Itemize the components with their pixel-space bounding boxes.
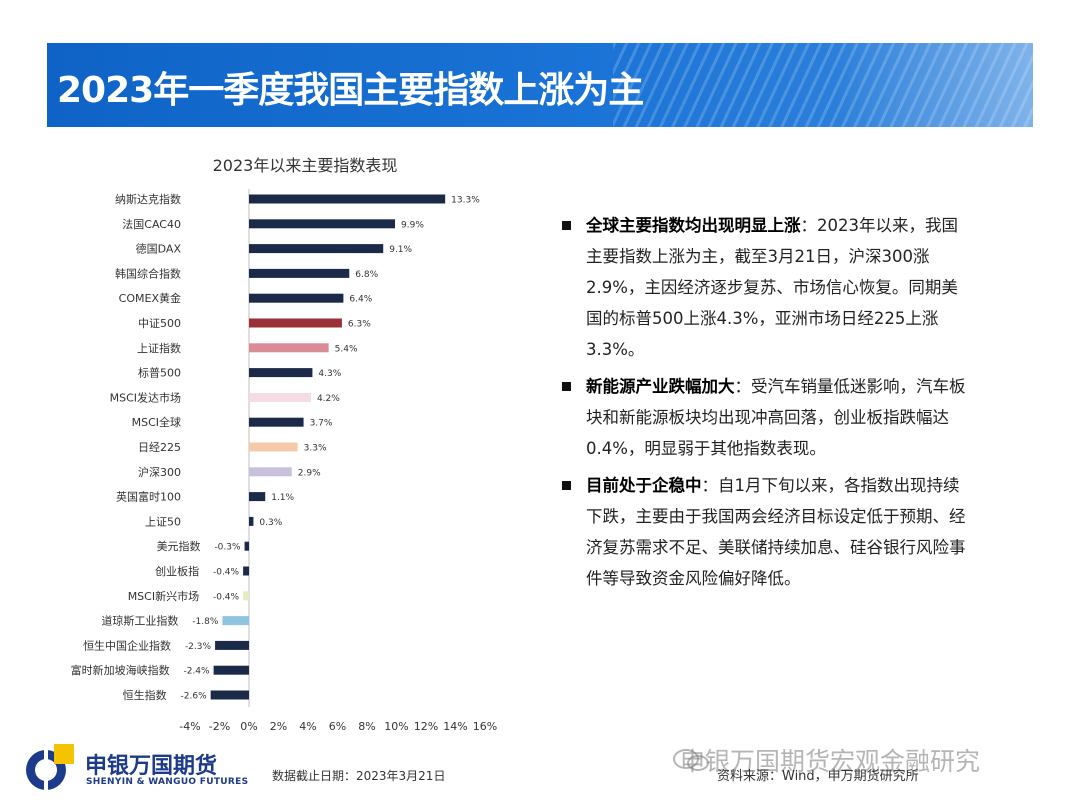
x-tick-label: 0% (240, 720, 257, 733)
data-label: 3.3% (304, 444, 327, 454)
bullet-heading: 全球主要指数均出现明显上涨 (586, 216, 801, 235)
x-tick-label: 2% (270, 720, 287, 733)
data-label: 4.3% (318, 369, 341, 379)
bar (222, 616, 249, 626)
x-tick-label: 8% (358, 720, 375, 733)
bar (249, 442, 298, 452)
data-label: -2.3% (185, 642, 212, 652)
category-label: 上证50 (145, 515, 181, 528)
bullet-heading: 目前处于企稳中 (586, 476, 702, 495)
bullet-item: 新能源产业跌幅加大：受汽车销量低迷影响，汽车板块和新能源板块均出现冲高回落，创业… (560, 371, 970, 464)
company-logo-icon (26, 744, 74, 792)
data-label: 13.3% (451, 196, 480, 206)
x-tick-label: 14% (443, 720, 467, 733)
data-label: 4.2% (317, 394, 340, 404)
bar (213, 665, 249, 675)
category-label: MSCI新兴市场 (128, 589, 199, 603)
bar (249, 467, 292, 477)
data-label: -1.8% (192, 617, 219, 627)
bar (249, 368, 313, 378)
chart-title: 2023年以来主要指数表现 (212, 156, 398, 175)
category-label: COMEX黄金 (119, 291, 181, 305)
data-label: 5.4% (335, 344, 358, 354)
category-label: MSCI全球 (132, 415, 181, 429)
category-label: 德国DAX (136, 242, 182, 256)
watermark: 申银万国期货宏观金融研究 (680, 747, 981, 776)
bar (243, 591, 249, 601)
data-label: 6.8% (355, 270, 378, 280)
category-label: MSCI发达市场 (110, 390, 181, 404)
category-label: 道琼斯工业指数 (101, 614, 178, 628)
category-label: 韩国综合指数 (115, 266, 181, 280)
category-label: 沪深300 (138, 465, 181, 479)
category-label: 法国CAC40 (122, 217, 181, 231)
category-label: 创业板指 (155, 564, 199, 578)
bar (215, 640, 249, 650)
bar (249, 392, 311, 402)
data-label: -0.3% (214, 543, 241, 553)
category-label: 英国富时100 (116, 490, 181, 504)
bullet-item: 全球主要指数均出现明显上涨：2023年以来，我国主要指数上涨为主，截至3月21日… (560, 210, 970, 365)
bar (249, 293, 344, 303)
x-tick-label: 4% (299, 720, 316, 733)
bar (243, 566, 249, 576)
bar (249, 194, 446, 204)
bullet-square-icon (562, 382, 571, 391)
company-logo-english: SHENYIN & WANGUO FUTURES (86, 777, 249, 787)
bar (249, 343, 329, 353)
x-tick-label: -2% (209, 720, 230, 733)
x-tick-label: -4% (179, 720, 200, 733)
bullet-text: ：受汽车销量低迷影响，汽车板块和新能源板块均出现冲高回落，创业板指跌幅达0.4%… (586, 377, 966, 458)
data-label: -2.6% (181, 692, 208, 702)
data-label: 1.1% (271, 493, 294, 503)
title-decoration (613, 43, 1033, 127)
bullet-text: ：2023年以来，我国主要指数上涨为主，截至3月21日，沪深300涨2.9%，主… (586, 216, 958, 359)
category-label: 中证500 (138, 317, 181, 330)
category-label: 恒生指数 (123, 688, 167, 702)
data-label: 9.9% (401, 220, 424, 230)
x-tick-label: 6% (329, 720, 346, 733)
x-tick-label: 16% (473, 720, 497, 733)
company-logo-text: 申银万国期货 (85, 754, 218, 779)
bullet-square-icon (562, 481, 571, 490)
data-label: 6.4% (349, 295, 372, 305)
data-label: 3.7% (310, 419, 333, 429)
bar (249, 318, 342, 328)
wechat-icon (673, 749, 709, 771)
data-label: -2.4% (183, 667, 210, 677)
category-label: 美元指数 (157, 539, 201, 553)
bar (249, 516, 254, 526)
data-cutoff-date: 数据截止日期：2023年3月21日 (272, 769, 446, 783)
category-label: 富时新加坡海峡指数 (71, 663, 170, 677)
bar (249, 268, 350, 278)
data-label: -0.4% (213, 568, 240, 578)
bar (249, 244, 384, 254)
bullet-item: 目前处于企稳中：自1月下旬以来，各指数出现持续下跌，主要由于我国两会经济目标设定… (560, 470, 970, 594)
bar (210, 690, 249, 700)
slide-title: 2023年一季度我国主要指数上涨为主 (57, 70, 644, 111)
x-tick-label: 10% (384, 720, 408, 733)
category-label: 纳斯达克指数 (115, 192, 181, 206)
data-label: 0.3% (259, 518, 282, 528)
bar (249, 219, 396, 229)
title-banner: 2023年一季度我国主要指数上涨为主 (47, 43, 1033, 127)
data-source: 资料来源：Wind，申万期货研究所 (717, 769, 919, 784)
data-label: 6.3% (348, 320, 371, 330)
data-label: 9.1% (389, 245, 412, 255)
bullet-list: 全球主要指数均出现明显上涨：2023年以来，我国主要指数上涨为主，截至3月21日… (560, 210, 970, 600)
category-label: 恒生中国企业指数 (83, 638, 171, 652)
bullet-text: ：自1月下旬以来，各指数出现持续下跌，主要由于我国两会经济目标设定低于预期、经济… (586, 476, 966, 588)
bar (249, 492, 266, 502)
bar (244, 541, 249, 551)
category-label: 标普500 (138, 366, 181, 380)
bullet-square-icon (562, 221, 571, 230)
category-label: 日经225 (138, 441, 181, 454)
x-tick-label: 12% (414, 720, 438, 733)
data-label: -0.4% (213, 592, 240, 602)
data-label: 2.9% (298, 468, 321, 478)
bar (249, 417, 304, 427)
bar-chart: 纳斯达克指数 13.3% 法国CAC40 9.9% 德国DAX 9.1% 韩国综合指数 6.8… (71, 189, 497, 733)
bullet-heading: 新能源产业跌幅加大 (586, 377, 735, 396)
category-label: 上证指数 (137, 341, 181, 355)
